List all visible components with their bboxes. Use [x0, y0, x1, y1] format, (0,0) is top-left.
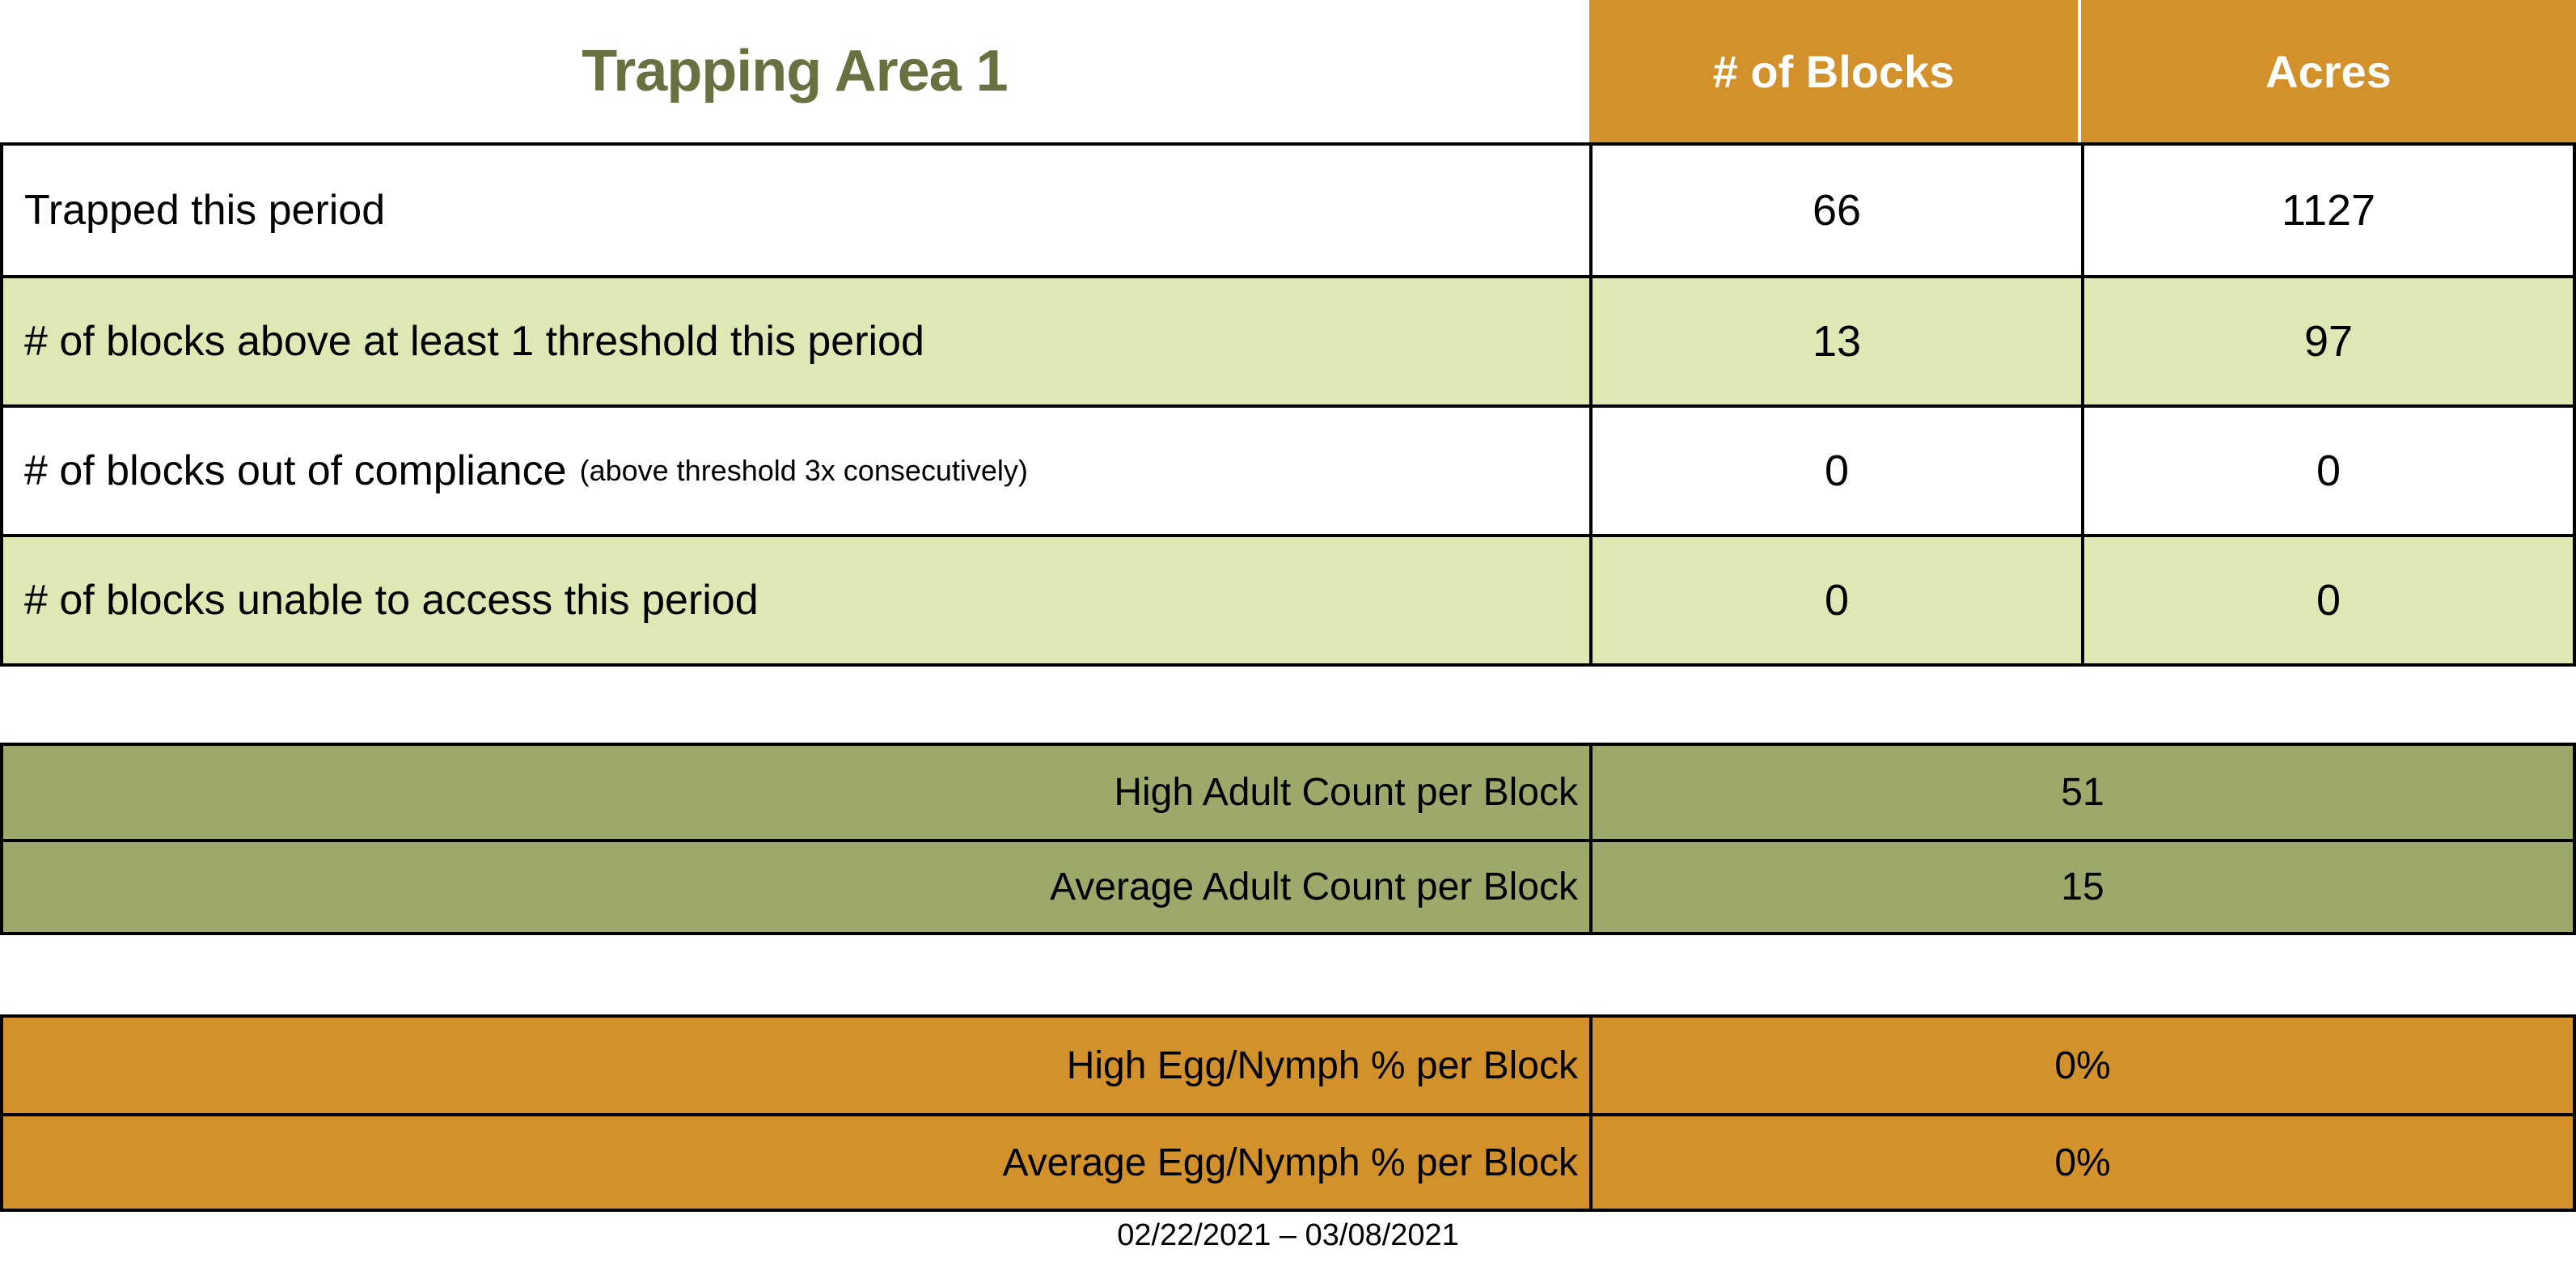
header-row: Trapping Area 1 # of Blocks Acres	[0, 0, 2576, 142]
table-row-above-threshold: # of blocks above at least 1 threshold t…	[3, 275, 2573, 404]
row-value: 15	[1589, 842, 2573, 932]
blocks-value: 13	[1589, 278, 2081, 404]
row-value: 0%	[1589, 1116, 2573, 1209]
row-value: 0%	[1589, 1018, 2573, 1113]
table-row-average-adult-count: Average Adult Count per Block 15	[3, 839, 2573, 932]
egg-nymph-table: High Egg/Nymph % per Block 0% Average Eg…	[0, 1014, 2576, 1212]
column-header-acres: Acres	[2081, 0, 2576, 142]
acres-value: 1127	[2081, 146, 2573, 275]
blocks-value: 66	[1589, 146, 2081, 275]
row-label: Average Egg/Nymph % per Block	[1002, 1141, 1578, 1184]
row-label-note: (above threshold 3x consecutively)	[579, 454, 1028, 487]
row-label: # of blocks above at least 1 threshold t…	[3, 278, 1589, 404]
summary-table: Trapped this period 66 1127 # of blocks …	[0, 142, 2576, 667]
table-row-unable-to-access: # of blocks unable to access this period…	[3, 534, 2573, 663]
table-row-high-adult-count: High Adult Count per Block 51	[3, 746, 2573, 839]
row-label: # of blocks out of compliance (above thr…	[3, 408, 1589, 534]
blocks-value: 0	[1589, 408, 2081, 534]
column-header-blocks: # of Blocks	[1589, 0, 2081, 142]
row-label: Average Adult Count per Block	[1050, 866, 1578, 908]
row-label: Trapped this period	[3, 146, 1589, 275]
page-title: Trapping Area 1	[582, 39, 1008, 104]
row-label-text: # of blocks unable to access this period	[24, 577, 759, 624]
acres-value: 97	[2081, 278, 2573, 404]
adult-count-table: High Adult Count per Block 51 Average Ad…	[0, 743, 2576, 935]
row-label: High Egg/Nymph % per Block	[1066, 1044, 1578, 1087]
table-row-high-egg-nymph: High Egg/Nymph % per Block 0%	[3, 1018, 2573, 1113]
acres-value: 0	[2081, 537, 2573, 663]
row-value: 51	[1589, 746, 2573, 839]
row-label-text: Trapped this period	[24, 187, 386, 234]
date-range: 02/22/2021 – 03/08/2021	[1117, 1218, 1459, 1252]
table-row-out-of-compliance: # of blocks out of compliance (above thr…	[3, 404, 2573, 534]
table-row-trapped: Trapped this period 66 1127	[3, 146, 2573, 275]
table-row-average-egg-nymph: Average Egg/Nymph % per Block 0%	[3, 1113, 2573, 1209]
row-label: # of blocks unable to access this period	[3, 537, 1589, 663]
row-label-text: # of blocks above at least 1 threshold t…	[24, 318, 924, 365]
row-label: High Adult Count per Block	[1114, 771, 1578, 814]
blocks-value: 0	[1589, 537, 2081, 663]
row-label-text: # of blocks out of compliance	[24, 447, 567, 494]
acres-value: 0	[2081, 408, 2573, 534]
